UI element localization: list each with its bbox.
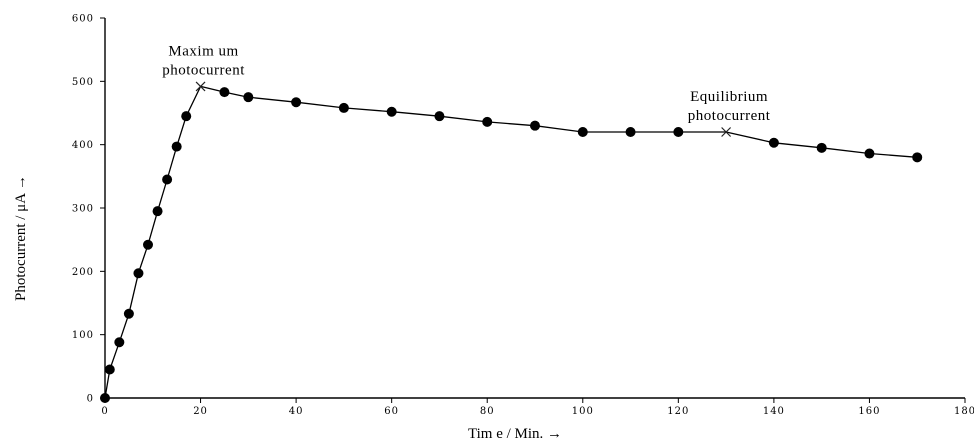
- annotations: Maxim um photocurrent Equilibrium photocurr…: [162, 43, 771, 137]
- x-tick-label: 80: [480, 406, 495, 417]
- annotation-label: Maxim um: [168, 43, 238, 59]
- data-point: [912, 152, 923, 163]
- series-line: [104, 85, 918, 399]
- data-point: [434, 111, 445, 122]
- y-tick-label: 100: [72, 330, 94, 341]
- data-point: [673, 127, 684, 137]
- data-point: [530, 120, 540, 131]
- annotation-label: Equilibrium: [690, 89, 768, 105]
- x-tick-label: 0: [101, 406, 108, 417]
- data-point: [386, 106, 397, 117]
- data-point: [104, 364, 115, 375]
- data-point: [171, 141, 182, 152]
- x-marker: [721, 127, 732, 137]
- annotation-label: photocurrent: [162, 62, 245, 78]
- data-point: [864, 148, 875, 159]
- annotation-label: photocurrent: [688, 108, 771, 124]
- data-point: [625, 127, 636, 137]
- x-tick-label: 140: [763, 406, 785, 417]
- data-point: [133, 268, 144, 279]
- data-point: [114, 337, 125, 348]
- x-axis-title: Tim e / Min. →: [468, 426, 562, 442]
- data-point: [219, 87, 230, 98]
- data-point: [816, 142, 827, 153]
- data-point: [123, 308, 134, 319]
- tick-labels: 0 100 200 300 400 500 600 0 20 40 60 80 100 120 140 160…: [72, 14, 974, 418]
- x-tick-label: 40: [289, 406, 304, 417]
- x-tick-label: 20: [193, 406, 208, 417]
- axes: [100, 17, 966, 403]
- y-axis-title: Photocurrent / μA →: [13, 175, 29, 301]
- annotation-1: Equilibrium photocurrent: [688, 89, 771, 137]
- data-point: [152, 206, 163, 217]
- data-point: [181, 111, 192, 122]
- x-tick-label: 160: [858, 406, 880, 417]
- y-tick-label: 500: [72, 77, 94, 88]
- data-point: [291, 97, 302, 108]
- data-point: [243, 92, 254, 103]
- x-marker: [195, 81, 206, 92]
- x-tick-label: 180: [954, 406, 974, 417]
- y-tick-label: 400: [72, 140, 94, 151]
- data-point: [577, 127, 588, 137]
- y-tick-label: 300: [72, 204, 94, 215]
- data-point: [162, 174, 173, 185]
- data-point: [482, 116, 493, 127]
- x-tick-label: 60: [384, 406, 399, 417]
- data-point: [100, 393, 110, 403]
- y-tick-label: 200: [72, 267, 94, 278]
- annotation-0: Maxim um photocurrent: [162, 43, 245, 92]
- data-points: [100, 87, 923, 403]
- y-tick-label: 0: [87, 394, 94, 405]
- data-point: [768, 137, 779, 148]
- x-tick-label: 100: [572, 406, 594, 417]
- y-tick-label: 600: [72, 14, 94, 25]
- x-tick-label: 120: [667, 406, 689, 417]
- data-point: [338, 102, 349, 113]
- data-point: [143, 239, 153, 250]
